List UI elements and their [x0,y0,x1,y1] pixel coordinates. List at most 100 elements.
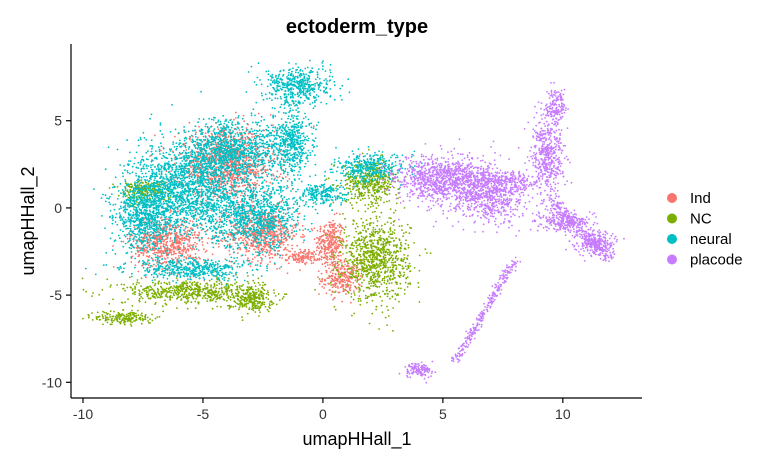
point [101,289,104,291]
point [408,232,411,235]
point [326,264,329,266]
point [158,256,161,258]
point [386,238,389,241]
point [243,201,246,204]
point [187,229,190,232]
point [182,250,185,253]
point [245,127,248,129]
point [341,261,343,264]
point [385,185,388,187]
point [334,284,337,287]
point [327,177,330,180]
point [234,117,237,119]
point [247,275,249,277]
point [359,303,362,306]
point [298,252,300,254]
point [332,243,335,246]
point [342,280,345,283]
point [195,131,197,134]
point [304,248,306,251]
point [364,191,366,194]
point [387,176,389,179]
point [300,236,302,238]
point [325,292,328,295]
point [196,288,199,291]
point [178,225,181,228]
point [336,285,339,288]
point [331,228,334,231]
point [321,280,323,283]
point [230,159,232,162]
point [171,239,174,242]
point [371,260,374,263]
point [251,201,253,203]
point [199,257,201,260]
point [186,238,189,241]
point [317,258,319,260]
point [374,228,377,231]
point [180,298,183,300]
point [371,251,374,254]
point [409,226,411,229]
point [354,180,357,183]
point [385,188,388,191]
point [273,234,275,237]
point [316,236,318,239]
point [356,276,359,279]
point [291,229,293,232]
point [243,120,246,123]
point [181,239,184,242]
point [189,220,192,222]
point [385,242,387,245]
point [380,211,383,214]
point [227,233,230,236]
point [337,243,340,246]
point [320,245,323,248]
point [287,257,290,260]
point [263,246,266,249]
point [242,284,244,286]
point [362,236,365,239]
point [379,268,382,271]
point [354,263,356,266]
point [185,302,188,305]
point [372,242,375,245]
point [339,233,342,236]
point [284,176,287,178]
point [381,181,383,184]
point [373,239,376,242]
point [368,189,371,192]
point [126,241,129,244]
point [407,266,410,268]
point [332,283,335,286]
point [384,266,387,268]
point [171,257,173,260]
point [181,283,183,286]
point [351,270,353,272]
point [373,183,376,185]
point [334,262,337,265]
point [189,236,192,239]
point [265,243,268,246]
point [237,185,240,188]
point [323,262,326,265]
point [379,248,382,250]
point [165,228,168,230]
point [221,289,223,292]
point [301,251,304,254]
point [252,244,255,247]
point [372,229,374,231]
point [239,285,241,287]
point [404,242,407,245]
point [326,248,329,251]
point [398,225,401,228]
point [354,279,357,282]
point [244,184,247,187]
point [262,249,264,252]
point [403,271,405,274]
point [259,243,261,246]
point [382,252,385,254]
point [197,301,200,303]
point [247,244,250,247]
